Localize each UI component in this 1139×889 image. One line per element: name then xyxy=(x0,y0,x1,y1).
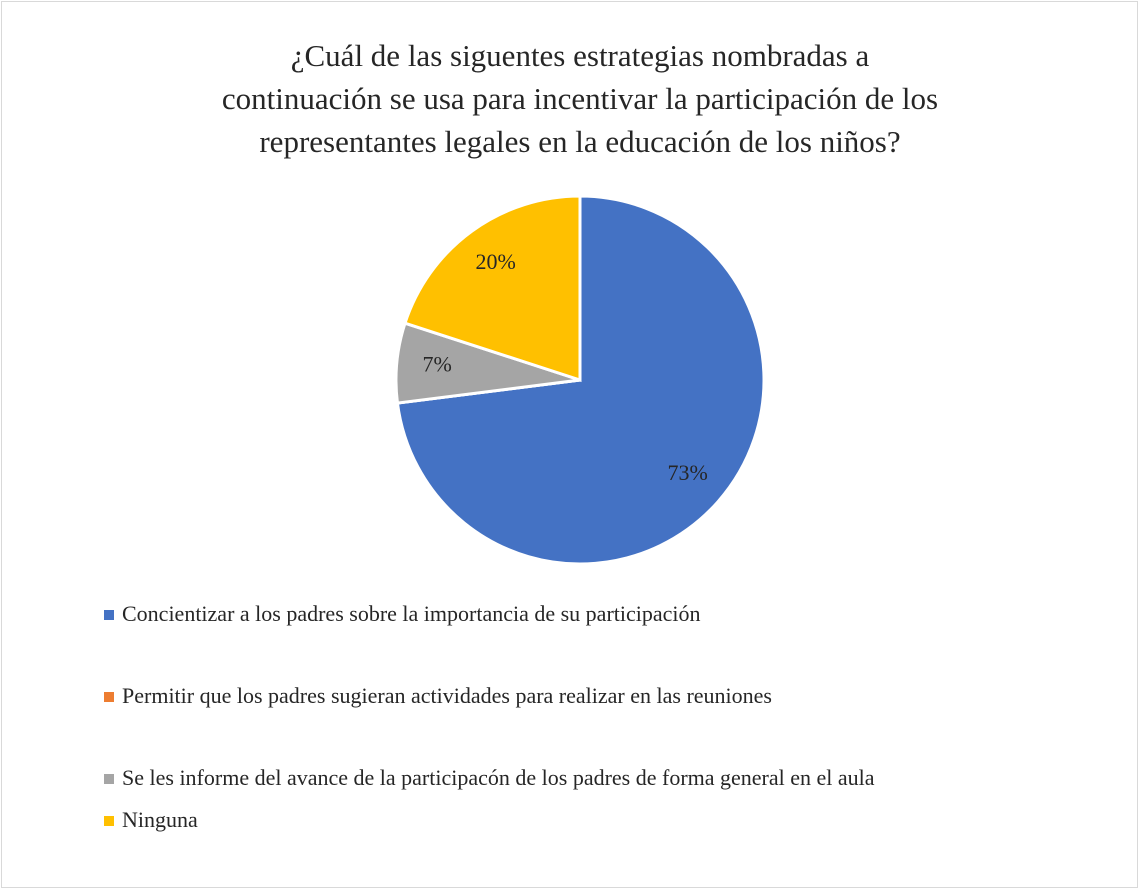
data-label: 7% xyxy=(422,352,451,377)
legend-item: Concientizar a los padres sobre la impor… xyxy=(104,598,1054,630)
legend-item: Ninguna xyxy=(104,804,1054,836)
data-label: 73% xyxy=(667,460,707,485)
legend-label: Se les informe del avance de la particip… xyxy=(122,765,875,790)
legend-label: Permitir que los padres sugieran activid… xyxy=(122,683,772,708)
chart-title: ¿Cuál de las siguentes estrategias nombr… xyxy=(221,38,939,159)
pie-slice xyxy=(403,194,582,383)
legend-swatch xyxy=(104,610,114,620)
legend-item: Permitir que los padres sugieran activid… xyxy=(104,680,1054,712)
data-label: 20% xyxy=(475,249,515,274)
legend-label: Ninguna xyxy=(122,807,198,832)
legend: Concientizar a los padres sobre la impor… xyxy=(104,598,1054,836)
legend-swatch xyxy=(104,692,114,702)
legend-swatch xyxy=(104,816,114,826)
legend-label: Concientizar a los padres sobre la impor… xyxy=(122,601,701,626)
legend-swatch xyxy=(104,774,114,784)
legend-item: Se les informe del avance de la particip… xyxy=(104,762,1054,794)
